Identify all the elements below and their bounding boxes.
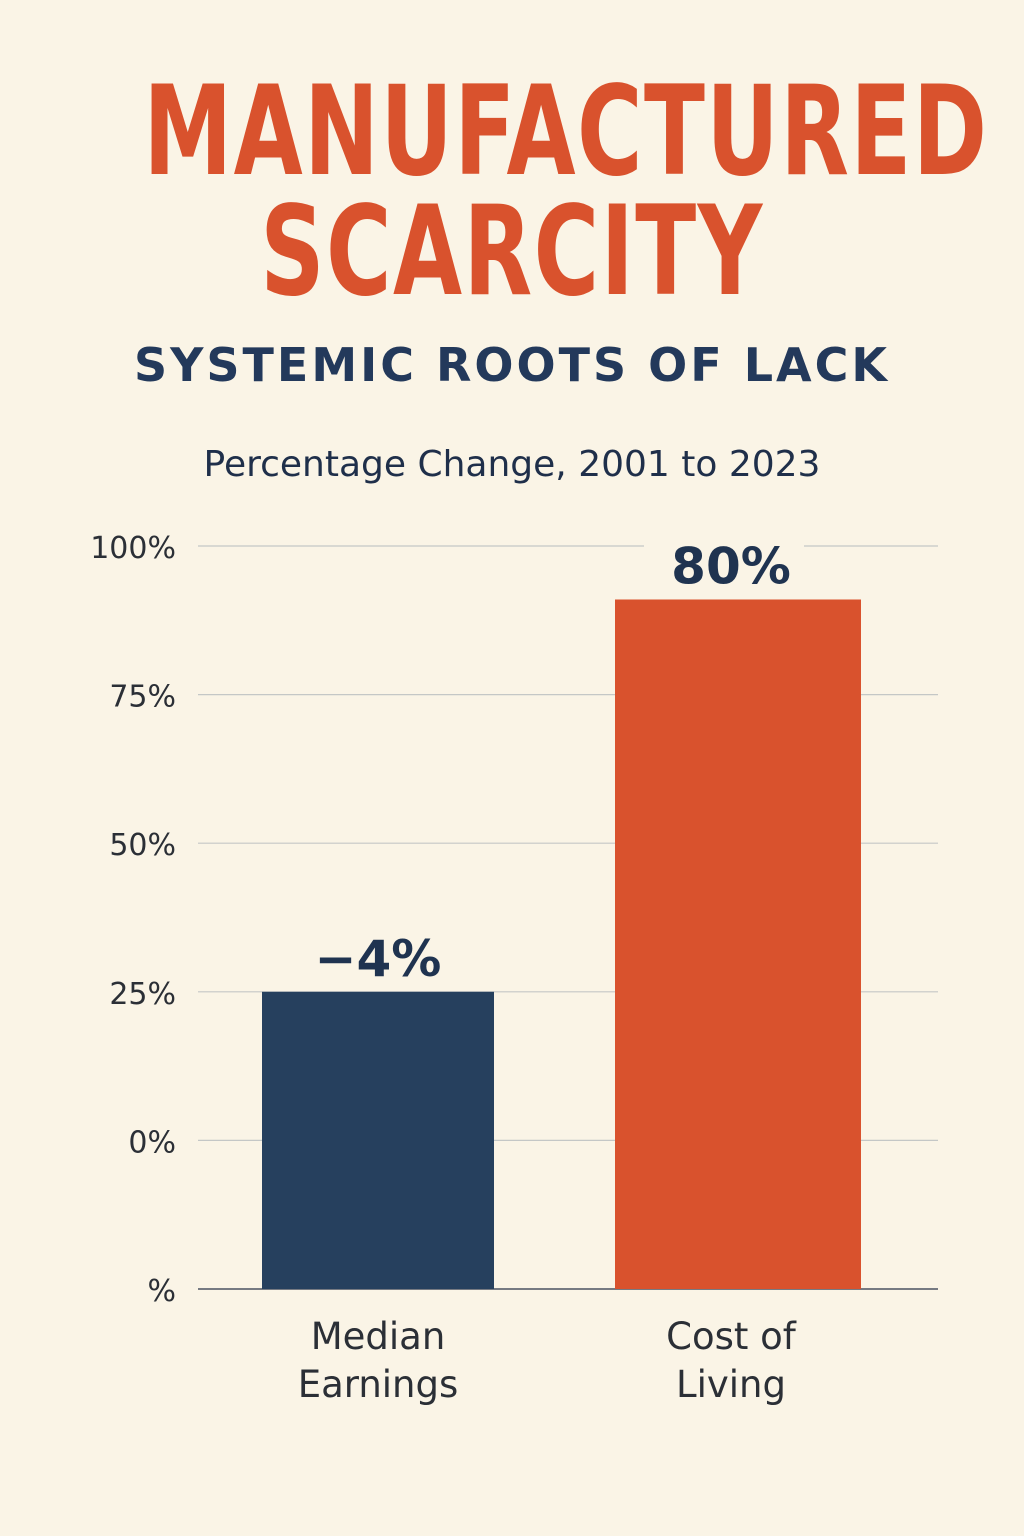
- title-line-2: SCARCITY: [260, 180, 764, 324]
- y-tick-label: 25%: [109, 977, 176, 1012]
- data-label-backdrop: [298, 925, 458, 984]
- x-tick-label: Earnings: [298, 1363, 459, 1406]
- bar-median-earnings: [262, 991, 494, 1289]
- data-label: −4%: [315, 930, 442, 988]
- data-label-backdrop: [644, 533, 804, 592]
- subtitle: SYSTEMIC ROOTS OF LACK: [133, 338, 891, 392]
- data-label: 80%: [671, 537, 791, 595]
- y-tick-label: 100%: [90, 531, 176, 566]
- y-tick-label: 50%: [109, 828, 176, 863]
- y-tick-label: 0%: [128, 1125, 176, 1160]
- y-tick-label: %: [147, 1274, 176, 1309]
- x-tick-label: Cost of: [666, 1315, 797, 1358]
- chart-title: Percentage Change, 2001 to 2023: [203, 444, 821, 485]
- bar-cost-of-living: [615, 599, 861, 1289]
- title-line-1: MANUFACTURED: [143, 60, 989, 204]
- x-tick-label: Living: [676, 1363, 786, 1406]
- x-tick-label: Median: [311, 1315, 446, 1358]
- y-tick-label: 75%: [109, 680, 176, 715]
